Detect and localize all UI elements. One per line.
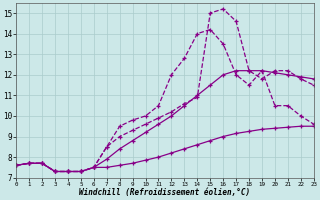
X-axis label: Windchill (Refroidissement éolien,°C): Windchill (Refroidissement éolien,°C): [79, 188, 251, 197]
